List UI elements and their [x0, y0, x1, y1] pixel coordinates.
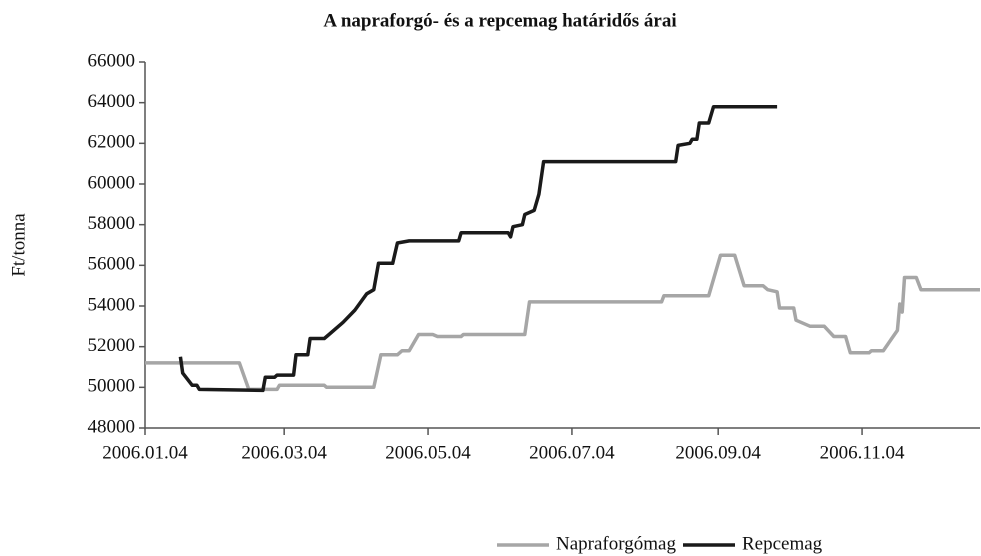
x-tick-label: 2006.07.04 [529, 442, 615, 463]
x-tick-label: 2006.09.04 [675, 442, 761, 463]
chart-title: A napraforgó- és a repcemag határidős ár… [323, 10, 676, 31]
legend-label: Repcemag [742, 533, 823, 554]
y-tick-label: 48000 [88, 416, 136, 437]
y-tick-label: 62000 [88, 132, 136, 153]
series-line [145, 253, 980, 392]
y-axis-label: Ft/tonna [8, 213, 29, 277]
y-tick-label: 52000 [88, 335, 136, 356]
x-tick-label: 2006.05.04 [385, 442, 471, 463]
x-tick-label: 2006.03.04 [241, 442, 327, 463]
y-tick-label: 50000 [88, 376, 136, 397]
legend-label: Napraforgómag [556, 533, 676, 554]
y-tick-label: 66000 [88, 50, 136, 71]
x-tick-label: 2006.11.04 [820, 442, 905, 463]
y-tick-label: 58000 [88, 213, 136, 234]
x-tick-label: 2006.01.04 [102, 442, 188, 463]
y-tick-label: 56000 [88, 254, 136, 275]
y-tick-label: 64000 [88, 91, 136, 112]
y-tick-label: 54000 [88, 294, 136, 315]
series-line [178, 104, 778, 393]
y-tick-label: 60000 [88, 172, 136, 193]
